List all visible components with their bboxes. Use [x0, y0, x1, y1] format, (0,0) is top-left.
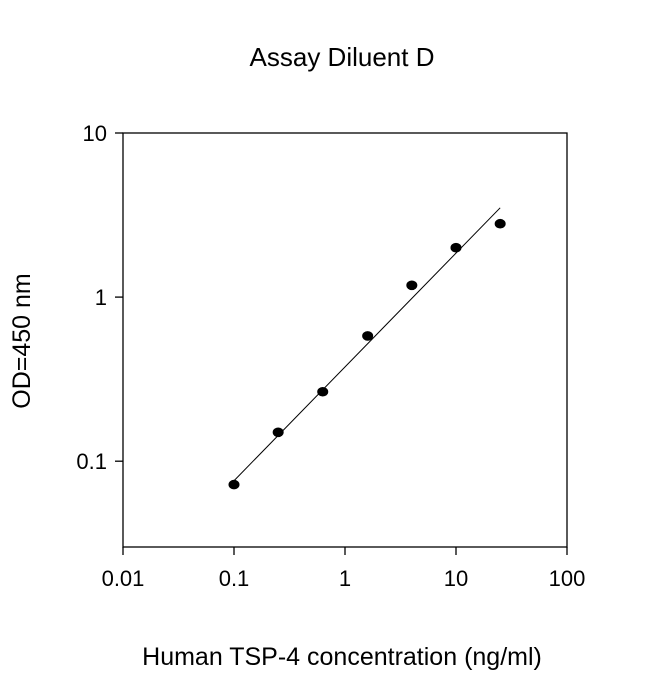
x-tick-label: 0.1	[219, 566, 250, 591]
data-point	[317, 386, 329, 397]
data-point	[272, 427, 284, 438]
data-point	[494, 218, 506, 229]
data-point	[228, 479, 240, 490]
chart-title: Assay Diluent D	[250, 42, 435, 72]
y-axis-label: OD=450 nm	[8, 273, 36, 409]
plot-frame	[122, 132, 568, 548]
x-tick-label: 0.01	[102, 566, 145, 591]
y-tick-label: 1	[95, 285, 107, 310]
data-point	[406, 280, 418, 291]
y-tick-label: 0.1	[76, 449, 107, 474]
data-point	[450, 242, 462, 253]
x-tick-label: 10	[444, 566, 468, 591]
plot-border	[122, 132, 568, 548]
y-axis: 0.1 1 10	[76, 121, 123, 474]
data-point	[362, 331, 374, 341]
y-tick-label: 10	[83, 121, 107, 146]
x-tick-label: 100	[549, 566, 586, 591]
data-points	[228, 218, 506, 490]
x-axis: 0.01 0.1 1 10 100	[102, 547, 586, 591]
x-axis-label: Human TSP-4 concentration (ng/ml)	[142, 643, 542, 671]
x-tick-label: 1	[339, 566, 351, 591]
